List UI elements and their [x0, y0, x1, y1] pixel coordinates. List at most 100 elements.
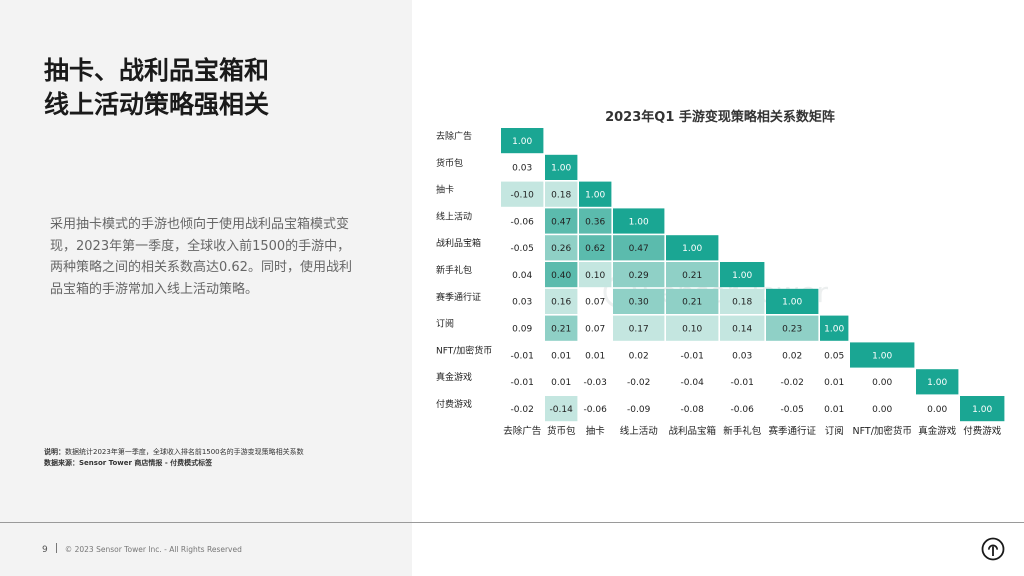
cell-value-3-2: 0.36 — [585, 217, 605, 227]
cell-value-6-0: 0.03 — [512, 298, 532, 308]
cell-value-9-5: -0.01 — [731, 378, 754, 388]
cell-value-5-5: 1.00 — [732, 271, 752, 281]
cell-value-9-0: -0.01 — [511, 378, 534, 388]
heatmap-cell-5-1 — [545, 262, 578, 288]
cell-value-4-3: 0.47 — [629, 244, 649, 254]
heatmap-cell-3-2 — [579, 208, 612, 234]
cell-value-10-0: -0.02 — [511, 405, 534, 415]
heatmap-cell-4-4 — [666, 235, 719, 261]
cell-value-6-6: 1.00 — [782, 298, 802, 308]
heatmap-cell-7-3 — [613, 315, 665, 341]
cell-value-2-2: 1.00 — [585, 191, 605, 201]
cell-value-7-4: 0.10 — [682, 325, 702, 335]
heatmap-cell-7-5 — [720, 315, 765, 341]
heatmap-cell-2-0 — [501, 181, 544, 207]
sensor-tower-logo-icon — [981, 537, 1005, 561]
heatmap-cell-5-3 — [613, 262, 665, 288]
cell-value-7-1: 0.21 — [551, 325, 571, 335]
column-label-5: 新手礼包 — [723, 425, 762, 437]
heatmap-cell-5-4 — [666, 262, 719, 288]
cell-value-1-1: 1.00 — [551, 164, 571, 174]
heatmap-cell-6-5 — [720, 288, 765, 314]
cell-value-8-7: 0.05 — [824, 351, 844, 361]
note-label-2: 数据来源： — [44, 459, 79, 467]
source-note: 说明：数据统计2023年第一季度，全球收入排名前1500名的手游变现策略相关系数… — [44, 447, 394, 469]
cell-value-8-3: 0.02 — [629, 351, 649, 361]
cell-value-9-8: 0.00 — [872, 378, 892, 388]
cell-value-7-2: 0.07 — [585, 325, 605, 335]
heatmap-cell-4-3 — [613, 235, 665, 261]
cell-value-1-0: 0.03 — [512, 164, 532, 174]
cell-value-10-4: -0.08 — [681, 405, 705, 415]
cell-value-6-1: 0.16 — [551, 298, 571, 308]
cell-value-8-1: 0.01 — [551, 351, 571, 361]
heatmap-cell-7-1 — [545, 315, 578, 341]
cell-value-10-6: -0.05 — [781, 405, 804, 415]
footer: 9 © 2023 Sensor Tower Inc. - All Rights R… — [42, 543, 242, 555]
column-label-7: 订阅 — [825, 425, 844, 437]
cell-value-3-3: 1.00 — [629, 217, 649, 227]
row-label-8: NFT/加密货币 — [436, 344, 492, 356]
cell-value-7-0: 0.09 — [512, 325, 532, 335]
column-label-9: 真金游戏 — [918, 425, 957, 437]
footer-divider — [0, 522, 1024, 523]
heatmap-cell-3-1 — [545, 208, 578, 234]
column-label-6: 赛季通行证 — [768, 425, 816, 437]
page-title-line-2: 线上活动策略强相关 — [44, 90, 270, 119]
row-label-6: 赛季通行证 — [436, 291, 481, 303]
cell-value-9-6: -0.02 — [781, 378, 804, 388]
note-text-2: Sensor Tower 商店情报 - 付费模式标签 — [79, 459, 213, 467]
heatmap-cell-7-4 — [666, 315, 719, 341]
note-label-1: 说明： — [44, 448, 65, 456]
cell-value-5-3: 0.29 — [629, 271, 649, 281]
page-number: 9 — [42, 545, 48, 555]
note-line-2: 数据来源：Sensor Tower 商店情报 - 付费模式标签 — [44, 458, 394, 469]
cell-value-0-0: 1.00 — [512, 137, 532, 147]
page-title: 抽卡、战利品宝箱和 线上活动策略强相关 — [44, 54, 269, 122]
page-title-line-1: 抽卡、战利品宝箱和 — [44, 56, 270, 85]
cell-value-7-7: 1.00 — [824, 325, 844, 335]
cell-value-4-0: -0.05 — [511, 244, 534, 254]
cell-value-10-10: 1.00 — [972, 405, 992, 415]
row-label-4: 战利品宝箱 — [436, 237, 481, 249]
heatmap-cell-10-1 — [545, 396, 578, 422]
cell-value-7-3: 0.17 — [629, 325, 649, 335]
heatmap-cell-3-3 — [613, 208, 665, 234]
cell-value-6-2: 0.07 — [585, 298, 605, 308]
row-label-10: 付费游戏 — [436, 398, 472, 410]
chart-title: 2023年Q1 手游变现策略相关系数矩阵 — [605, 110, 835, 125]
cell-value-9-7: 0.01 — [824, 378, 844, 388]
cell-value-3-1: 0.47 — [551, 217, 571, 227]
cell-value-7-5: 0.14 — [732, 325, 752, 335]
cell-value-4-2: 0.62 — [585, 244, 605, 254]
cell-value-5-4: 0.21 — [682, 271, 702, 281]
row-label-1: 货币包 — [436, 157, 463, 169]
cell-value-8-8: 1.00 — [872, 351, 892, 361]
column-label-8: NFT/加密货币 — [852, 425, 911, 437]
cell-value-10-9: 0.00 — [927, 405, 947, 415]
cell-value-4-1: 0.26 — [551, 244, 571, 254]
heatmap-cell-10-10 — [960, 396, 1005, 422]
column-label-10: 付费游戏 — [963, 425, 1002, 437]
heatmap-cell-0-0 — [501, 128, 544, 154]
heatmap-cell-6-1 — [545, 288, 578, 314]
cell-value-2-1: 0.18 — [551, 191, 571, 201]
heatmap-cell-6-3 — [613, 288, 665, 314]
cell-value-9-1: 0.01 — [551, 378, 571, 388]
cell-value-10-1: -0.14 — [550, 405, 574, 415]
heatmap-cell-5-2 — [579, 262, 612, 288]
row-label-5: 新手礼包 — [436, 264, 472, 276]
cell-value-8-6: 0.02 — [782, 351, 802, 361]
cell-value-9-4: -0.04 — [681, 378, 705, 388]
cell-value-10-8: 0.00 — [872, 405, 892, 415]
heatmap-cell-7-7 — [820, 315, 849, 341]
note-text-1: 数据统计2023年第一季度，全球收入排名前1500名的手游变现策略相关系数 — [65, 448, 304, 456]
row-label-7: 订阅 — [436, 319, 454, 330]
note-line-1: 说明：数据统计2023年第一季度，全球收入排名前1500名的手游变现策略相关系数 — [44, 447, 394, 458]
column-label-3: 线上活动 — [620, 425, 658, 437]
copyright-text: © 2023 Sensor Tower Inc. - All Rights Re… — [64, 545, 242, 554]
heatmap-cell-6-6 — [766, 288, 819, 314]
cell-value-9-9: 1.00 — [927, 378, 947, 388]
footer-separator — [55, 543, 57, 553]
